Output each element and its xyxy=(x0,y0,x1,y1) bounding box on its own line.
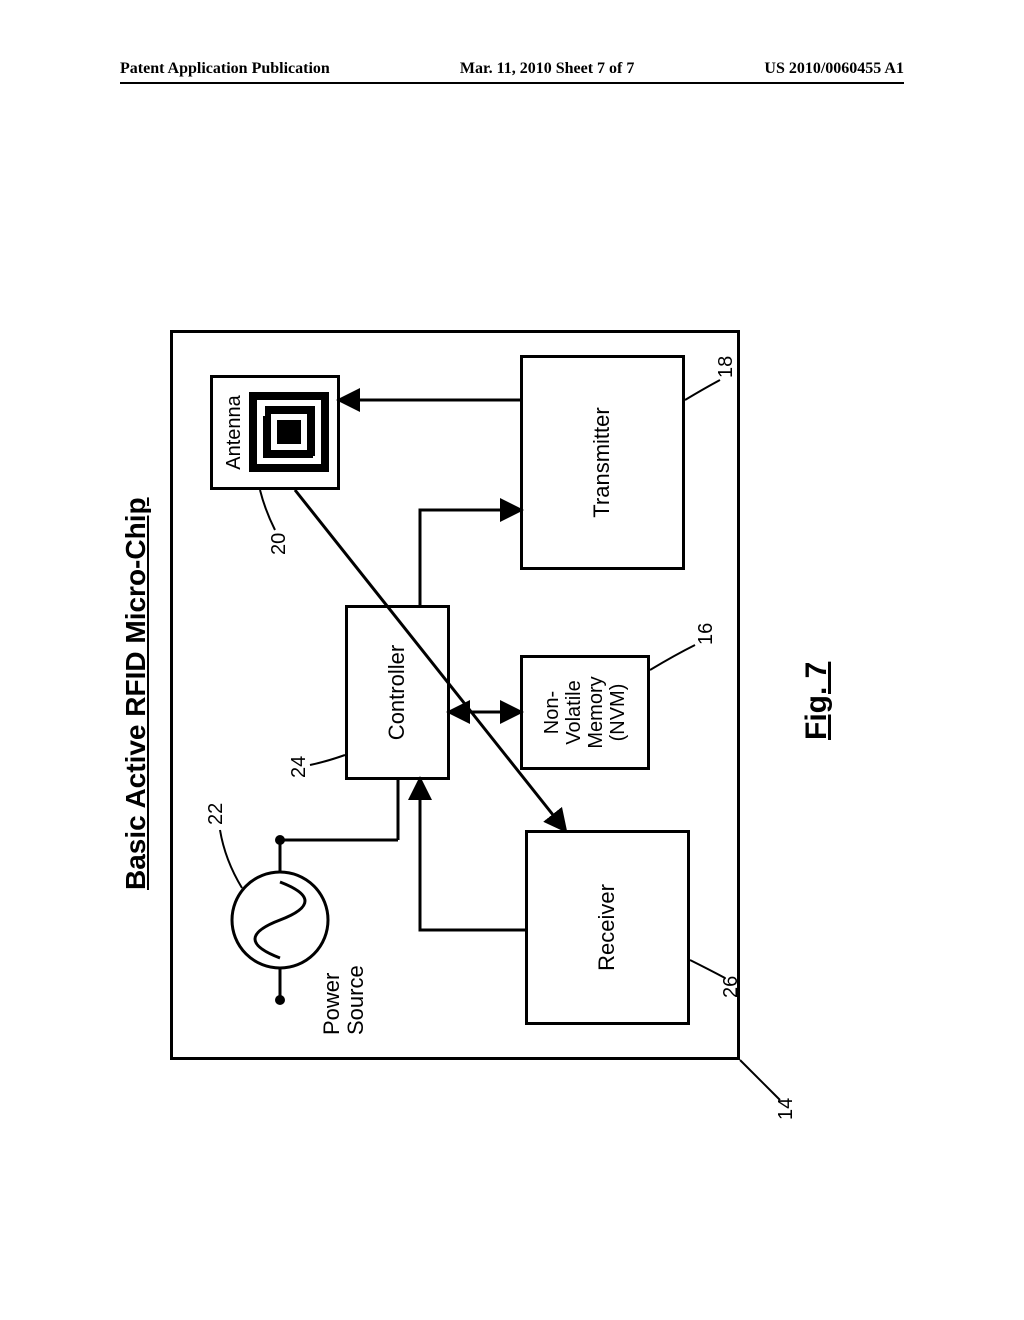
controller-label: Controller xyxy=(385,645,409,740)
block-receiver: Receiver xyxy=(525,830,690,1025)
receiver-label: Receiver xyxy=(595,884,619,971)
header-left: Patent Application Publication xyxy=(120,60,330,78)
ref-transmitter: 18 xyxy=(715,356,738,378)
block-transmitter: Transmitter xyxy=(520,355,685,570)
ref-chip: 14 xyxy=(775,1098,798,1120)
ref-antenna: 20 xyxy=(268,533,291,555)
diagram-title: Basic Active RFID Micro-Chip xyxy=(120,497,152,890)
figure-canvas: Basic Active RFID Micro-Chip Controller … xyxy=(60,160,960,1260)
figure-label: Fig. 7 xyxy=(800,662,834,740)
power-label: PowerSource xyxy=(320,965,368,1035)
ref-nvm: 16 xyxy=(695,623,718,645)
antenna-label: Antenna xyxy=(223,395,245,470)
header-center: Mar. 11, 2010 Sheet 7 of 7 xyxy=(460,60,635,78)
ref-power: 22 xyxy=(205,803,228,825)
ref-receiver: 26 xyxy=(720,976,743,998)
nvm-label: Non-VolatileMemory(NVM) xyxy=(541,676,629,748)
block-antenna: Antenna xyxy=(210,375,340,490)
header-right: US 2010/0060455 A1 xyxy=(764,60,904,78)
block-nvm: Non-VolatileMemory(NVM) xyxy=(520,655,650,770)
block-controller: Controller xyxy=(345,605,450,780)
transmitter-label: Transmitter xyxy=(590,407,614,517)
power-source: PowerSource xyxy=(320,965,372,1035)
ref-controller: 24 xyxy=(288,756,311,778)
antenna-spiral-icon xyxy=(249,393,329,473)
